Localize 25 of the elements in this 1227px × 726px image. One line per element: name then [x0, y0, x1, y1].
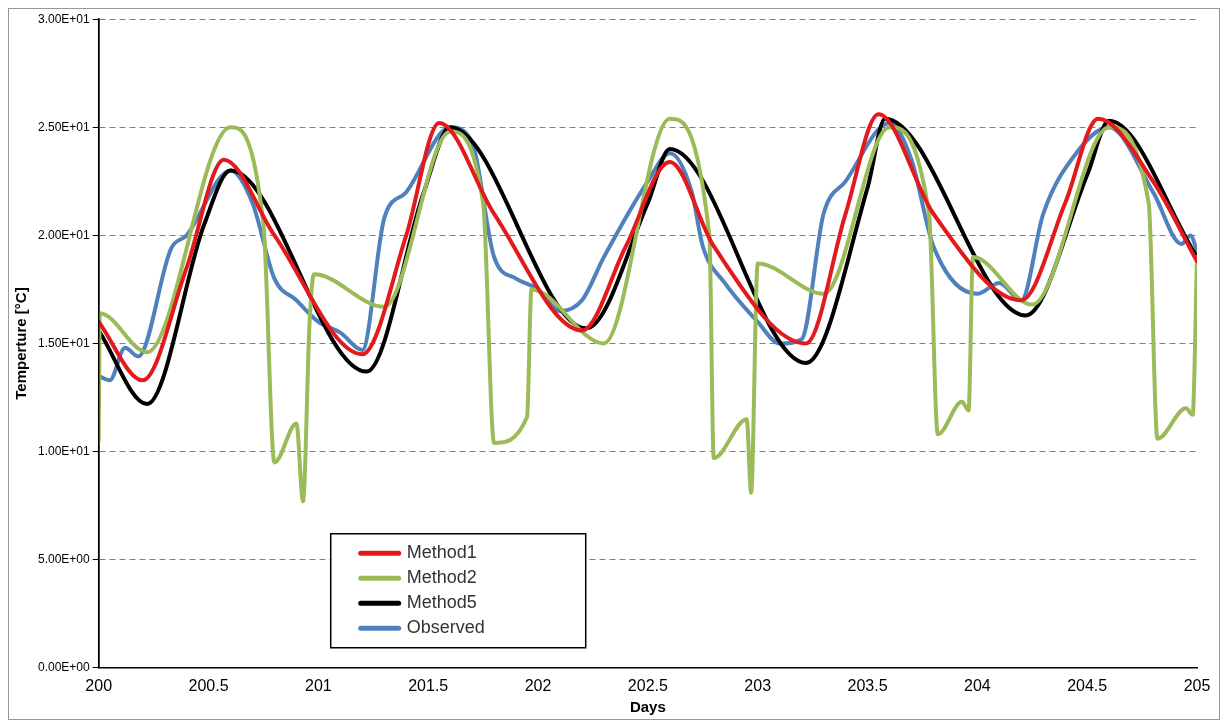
x-tick-label: 203	[744, 676, 772, 694]
x-tick-label: 203.5	[847, 676, 888, 694]
x-tick-label: 204.5	[1067, 676, 1108, 694]
legend-label: Method5	[406, 592, 477, 613]
x-tick-label: 202.5	[627, 676, 668, 694]
x-tick-label: 200	[85, 676, 113, 694]
x-axis-title: Days	[629, 698, 666, 716]
y-tick-label: 1.50E+01	[38, 335, 91, 350]
x-tick-label: 201.5	[408, 676, 449, 694]
x-tick-label: 205	[1183, 676, 1211, 694]
y-tick-label: 5.00E+00	[38, 552, 91, 567]
y-tick-label: 3.00E+01	[38, 11, 91, 26]
legend-label: Method2	[406, 567, 477, 588]
x-tick-label: 204	[963, 676, 991, 694]
y-axis-title: Temperture [°C]	[12, 287, 30, 400]
y-tick-label: 1.00E+01	[38, 443, 91, 458]
y-tick-label: 2.00E+01	[38, 227, 91, 242]
line-series	[98, 116, 1197, 504]
y-tick-label: 2.50E+01	[38, 119, 91, 134]
legend-label: Method1	[406, 542, 477, 563]
x-tick-label: 202	[524, 676, 552, 694]
y-tick-label: 0.00E+00	[38, 660, 91, 675]
x-tick-label: 201	[305, 676, 332, 694]
x-tick-label: 200.5	[188, 676, 229, 694]
legend-label: Observed	[406, 617, 485, 638]
